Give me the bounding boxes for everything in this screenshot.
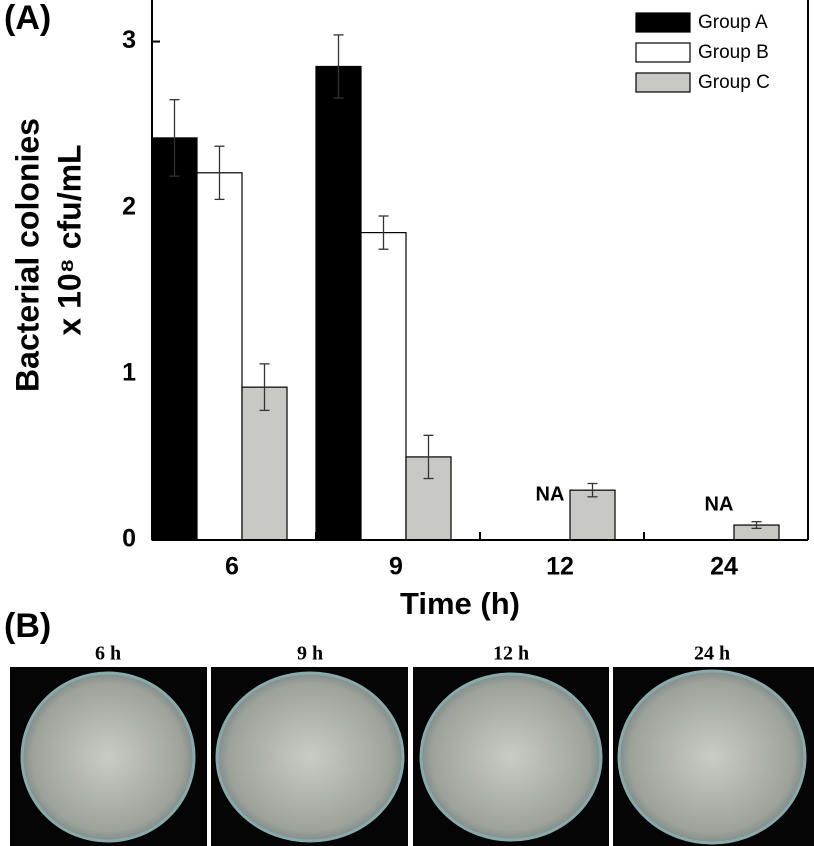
petri-dish [617,669,807,845]
x-tick-label: 12 [546,553,574,581]
error-bar [259,363,270,412]
x-axis-title: Time (h) [400,586,520,621]
photo-label: 9 h [297,643,323,665]
petri-dish [215,671,405,843]
petri-dish [20,671,196,843]
y-tick-label: 1 [122,358,136,386]
panel-label: (A) [4,0,51,37]
error-bar [378,215,389,250]
photo-label: 6 h [95,643,121,665]
petri-dish [419,672,603,842]
x-tick-label: 24 [710,553,738,581]
legend-label: Group A [698,12,768,33]
photo-label: 12 h [493,643,529,665]
error-bar [169,99,180,177]
error-bar [333,34,344,99]
na-label: NA [536,483,565,505]
y-tick-label: 0 [122,525,136,553]
x-tick-label: 9 [389,553,403,581]
x-tick-label: 6 [225,553,239,581]
na-label: NA [705,493,734,515]
error-bar [587,482,598,498]
bar [151,137,198,541]
bar [196,172,243,541]
photos [10,667,814,846]
error-bar [214,145,225,201]
error-bar [423,434,434,480]
legend-swatch [635,42,691,63]
bar [569,489,616,541]
y-axis-title: x 10⁸ cfu/mL [51,144,87,335]
bar [315,65,362,541]
y-tick-label: 2 [122,192,136,220]
legend-swatch [635,72,691,93]
y-tick-label: 3 [122,26,136,54]
panel-label: (B) [4,607,51,645]
y-axis-title: Bacterial colonies [9,118,45,392]
error-bar [751,521,762,530]
legend-swatch [635,12,691,33]
photo-label: 24 h [694,643,730,665]
legend-label: Group C [698,72,770,93]
bar [360,232,407,541]
legend-label: Group B [698,42,769,63]
